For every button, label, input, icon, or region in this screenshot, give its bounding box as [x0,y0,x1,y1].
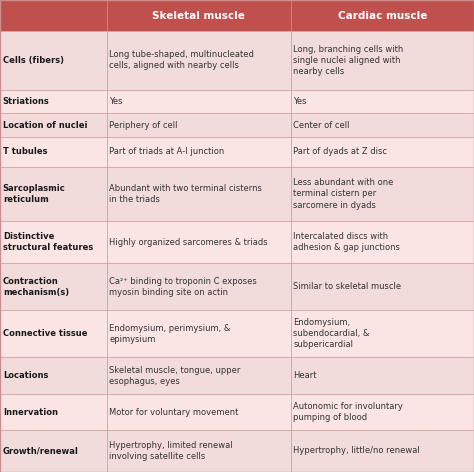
Bar [0,221,107,263]
Bar [107,430,291,472]
Text: T tubules: T tubules [3,147,47,156]
Text: Periphery of cell: Periphery of cell [109,121,178,130]
Text: Ca²⁺ binding to troponin C exposes
myosin binding site on actin: Ca²⁺ binding to troponin C exposes myosi… [109,277,257,297]
Bar [291,310,474,357]
Text: Autonomic for involuntary
pumping of blood: Autonomic for involuntary pumping of blo… [293,402,403,422]
Text: Part of triads at A-I junction: Part of triads at A-I junction [109,147,225,156]
Text: Distinctive
structural features: Distinctive structural features [3,232,93,252]
Text: Heart: Heart [293,371,317,380]
Bar [291,137,474,167]
Text: Cardiac muscle: Cardiac muscle [337,10,427,21]
Text: Skeletal muscle: Skeletal muscle [152,10,245,21]
Text: Location of nuclei: Location of nuclei [3,121,87,130]
Bar [107,310,291,357]
Bar [0,113,107,137]
Text: Center of cell: Center of cell [293,121,350,130]
Text: Intercalated discs with
adhesion & gap junctions: Intercalated discs with adhesion & gap j… [293,232,400,252]
Text: Motor for voluntary movement: Motor for voluntary movement [109,408,239,417]
Text: Locations: Locations [3,371,48,380]
Bar [107,113,291,137]
Text: Less abundant with one
terminal cistern per
sarcomere in dyads: Less abundant with one terminal cistern … [293,178,394,210]
Bar [0,310,107,357]
Bar [291,430,474,472]
Bar [291,263,474,310]
Bar [0,430,107,472]
Text: Contraction
mechanism(s): Contraction mechanism(s) [3,277,69,297]
Bar [291,167,474,221]
Text: Growth/renewal: Growth/renewal [3,447,79,455]
Bar [107,357,291,394]
Bar [291,0,474,31]
Text: Endomysium,
subendocardial, &
subpericardial: Endomysium, subendocardial, & subpericar… [293,318,370,349]
Bar [291,221,474,263]
Bar [107,394,291,430]
Bar [291,90,474,113]
Text: Highly organized sarcomeres & triads: Highly organized sarcomeres & triads [109,238,268,247]
Bar [291,394,474,430]
Text: Sarcoplasmic
reticulum: Sarcoplasmic reticulum [3,184,65,204]
Bar [0,357,107,394]
Text: Abundant with two terminal cisterns
in the triads: Abundant with two terminal cisterns in t… [109,184,263,204]
Bar [291,113,474,137]
Bar [107,31,291,90]
Bar [107,263,291,310]
Bar [107,137,291,167]
Bar [291,31,474,90]
Bar [0,263,107,310]
Text: Similar to skeletal muscle: Similar to skeletal muscle [293,282,401,291]
Bar [291,357,474,394]
Bar [0,31,107,90]
Text: Yes: Yes [293,97,307,106]
Text: Connective tissue: Connective tissue [3,329,87,338]
Text: Cells (fibers): Cells (fibers) [3,56,64,65]
Bar [107,90,291,113]
Text: Hypertrophy, limited renewal
involving satellite cells: Hypertrophy, limited renewal involving s… [109,441,233,461]
Bar [0,167,107,221]
Text: Yes: Yes [109,97,123,106]
Text: Innervation: Innervation [3,408,58,417]
Text: Striations: Striations [3,97,50,106]
Text: Long tube-shaped, multinucleated
cells, aligned with nearby cells: Long tube-shaped, multinucleated cells, … [109,51,255,70]
Text: Skeletal muscle, tongue, upper
esophagus, eyes: Skeletal muscle, tongue, upper esophagus… [109,366,241,386]
Bar [0,90,107,113]
Bar [107,221,291,263]
Bar [0,0,107,31]
Bar [107,0,291,31]
Text: Part of dyads at Z disc: Part of dyads at Z disc [293,147,387,156]
Bar [0,137,107,167]
Bar [0,394,107,430]
Bar [107,167,291,221]
Text: Hypertrophy, little/no renewal: Hypertrophy, little/no renewal [293,447,420,455]
Text: Long, branching cells with
single nuclei aligned with
nearby cells: Long, branching cells with single nuclei… [293,45,404,76]
Text: Endomysium, perimysium, &
epimysium: Endomysium, perimysium, & epimysium [109,324,231,344]
